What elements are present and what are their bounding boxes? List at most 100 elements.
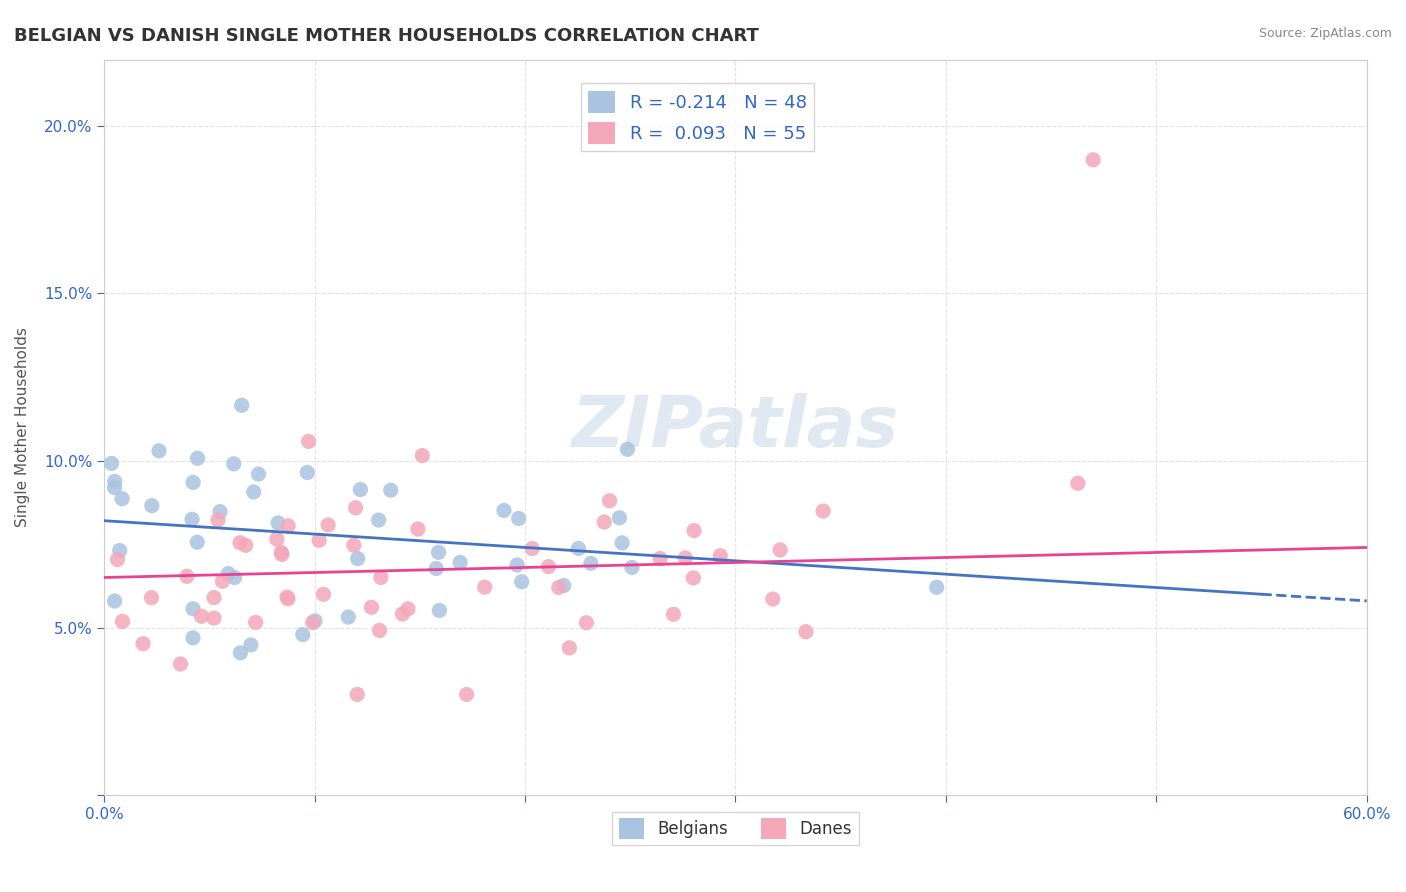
- Point: [231, 398, 253, 412]
- Point: [367, 513, 389, 527]
- Point: [190, 609, 212, 624]
- Point: [247, 467, 270, 481]
- Point: [558, 640, 581, 655]
- Point: [1083, 153, 1105, 167]
- Point: [349, 483, 371, 497]
- Point: [553, 578, 575, 592]
- Point: [575, 615, 598, 630]
- Point: [794, 624, 817, 639]
- Point: [427, 545, 450, 559]
- Point: [673, 550, 696, 565]
- Point: [111, 491, 134, 506]
- Point: [925, 580, 948, 594]
- Point: [425, 561, 447, 575]
- Point: [599, 493, 621, 508]
- Point: [229, 646, 252, 660]
- Point: [380, 483, 402, 498]
- Point: [270, 545, 292, 559]
- Point: [141, 499, 163, 513]
- Point: [506, 558, 529, 572]
- Point: [181, 631, 204, 645]
- Point: [308, 533, 330, 548]
- Point: [211, 574, 233, 589]
- Point: [344, 500, 367, 515]
- Point: [593, 515, 616, 529]
- Point: [492, 503, 515, 517]
- Point: [1067, 476, 1090, 491]
- Point: [132, 637, 155, 651]
- Point: [104, 475, 127, 489]
- Point: [276, 590, 298, 604]
- Point: [537, 559, 560, 574]
- Point: [346, 688, 368, 702]
- Point: [368, 624, 391, 638]
- Text: ZIPatlas: ZIPatlas: [572, 392, 898, 462]
- Point: [186, 535, 208, 549]
- Point: [579, 557, 602, 571]
- Y-axis label: Single Mother Households: Single Mother Households: [15, 327, 30, 527]
- Point: [104, 594, 127, 608]
- Point: [181, 512, 204, 526]
- Point: [337, 610, 360, 624]
- Point: [266, 532, 288, 546]
- Point: [181, 601, 204, 615]
- Point: [391, 607, 413, 621]
- Point: [346, 551, 368, 566]
- Point: [267, 516, 290, 530]
- Point: [176, 569, 198, 583]
- Point: [449, 555, 471, 569]
- Point: [271, 548, 294, 562]
- Point: [222, 457, 245, 471]
- Point: [148, 443, 170, 458]
- Point: [510, 574, 533, 589]
- Point: [202, 611, 225, 625]
- Point: [239, 638, 262, 652]
- Point: [141, 591, 163, 605]
- Point: [242, 484, 264, 499]
- Point: [235, 538, 257, 552]
- Legend: Belgians, Danes: Belgians, Danes: [612, 812, 859, 846]
- Point: [427, 603, 450, 617]
- Point: [370, 570, 392, 584]
- Point: [208, 505, 231, 519]
- Point: [522, 541, 544, 556]
- Point: [662, 607, 685, 622]
- Point: [360, 600, 382, 615]
- Point: [277, 519, 299, 533]
- Point: [202, 591, 225, 605]
- Point: [508, 511, 530, 525]
- Point: [547, 581, 569, 595]
- Point: [207, 513, 229, 527]
- Point: [456, 688, 478, 702]
- Point: [406, 522, 429, 536]
- Point: [301, 615, 323, 630]
- Point: [277, 591, 299, 606]
- Text: Source: ZipAtlas.com: Source: ZipAtlas.com: [1258, 27, 1392, 40]
- Point: [762, 592, 785, 607]
- Point: [111, 615, 134, 629]
- Point: [217, 566, 239, 581]
- Point: [609, 511, 631, 525]
- Point: [169, 657, 191, 671]
- Point: [316, 518, 339, 533]
- Point: [616, 442, 638, 457]
- Point: [396, 602, 419, 616]
- Point: [103, 481, 125, 495]
- Point: [107, 552, 129, 566]
- Point: [620, 560, 643, 574]
- Point: [811, 504, 834, 518]
- Point: [312, 587, 335, 601]
- Point: [224, 570, 246, 584]
- Point: [411, 449, 433, 463]
- Point: [343, 538, 366, 552]
- Point: [304, 614, 326, 628]
- Point: [297, 434, 319, 449]
- Point: [769, 543, 792, 558]
- Point: [291, 627, 314, 641]
- Point: [567, 541, 589, 556]
- Point: [181, 475, 204, 490]
- Point: [186, 451, 208, 466]
- Point: [245, 615, 267, 630]
- Point: [682, 571, 704, 585]
- Point: [108, 543, 131, 558]
